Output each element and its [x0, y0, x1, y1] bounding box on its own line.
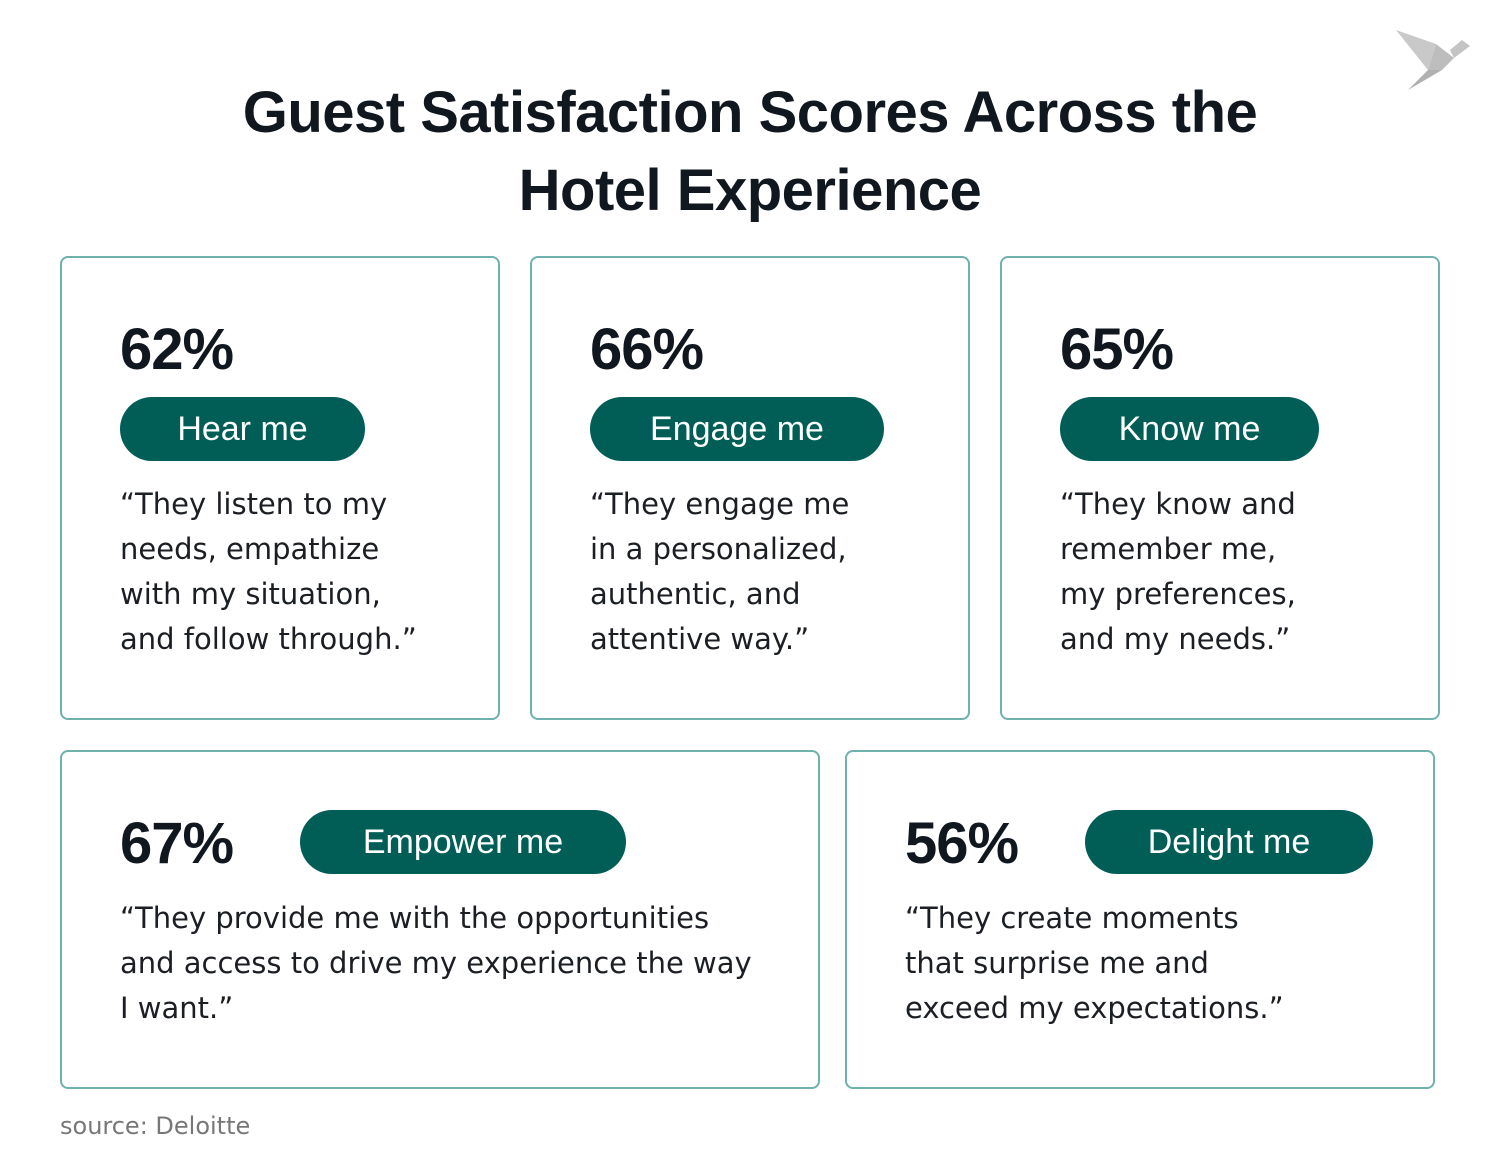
- quote-line: authentic, and: [590, 577, 801, 611]
- quote-line: with my situation,: [120, 577, 381, 611]
- score-percent: 56%: [905, 811, 1019, 876]
- quote-line: attentive way.”: [590, 622, 810, 656]
- quote-line: that surprise me and: [905, 946, 1209, 980]
- title-line-1: Guest Satisfaction Scores Across the: [242, 80, 1258, 145]
- score-card-delight-me: 56% Delight me “They create moments that…: [845, 750, 1435, 1089]
- category-badge: Empower me: [300, 810, 626, 874]
- score-card-hear-me: 62% Hear me “They listen to my needs, em…: [60, 256, 500, 720]
- quote-line: remember me,: [1060, 532, 1277, 566]
- quote-line: my preferences,: [1060, 577, 1296, 611]
- quote-line: and follow through.”: [120, 622, 417, 656]
- score-percent: 67%: [120, 811, 234, 876]
- quote-line: “They engage me: [590, 487, 850, 521]
- score-card-engage-me: 66% Engage me “They engage me in a perso…: [530, 256, 970, 720]
- quote-line: exceed my expectations.”: [905, 991, 1284, 1025]
- quote-line: “They create moments: [905, 901, 1239, 935]
- quote-line: “They provide me with the opportunities: [120, 901, 710, 935]
- page-title: Guest Satisfaction Scores Across the Hot…: [0, 74, 1500, 230]
- quote-line: and my needs.”: [1060, 622, 1291, 656]
- origami-bird-icon: [1396, 30, 1470, 90]
- score-percent: 65%: [1060, 317, 1174, 382]
- quote-line: “They listen to my: [120, 487, 388, 521]
- score-card-empower-me: 67% Empower me “They provide me with the…: [60, 750, 820, 1089]
- quote-line: and access to drive my experience the wa…: [120, 946, 752, 980]
- category-badge: Delight me: [1085, 810, 1373, 874]
- score-card-know-me: 65% Know me “They know and remember me, …: [1000, 256, 1440, 720]
- quote-line: I want.”: [120, 991, 234, 1025]
- quote: “They know and remember me, my preferenc…: [1060, 482, 1296, 662]
- category-badge: Hear me: [120, 397, 365, 461]
- quote-line: “They know and: [1060, 487, 1296, 521]
- score-percent: 62%: [120, 317, 234, 382]
- title-line-2: Hotel Experience: [518, 158, 982, 223]
- score-percent: 66%: [590, 317, 704, 382]
- quote-line: needs, empathize: [120, 532, 380, 566]
- quote: “They engage me in a personalized, authe…: [590, 482, 849, 662]
- source-note: source: Deloitte: [60, 1112, 251, 1140]
- category-badge: Know me: [1060, 397, 1319, 461]
- quote: “They provide me with the opportunities …: [120, 896, 752, 1031]
- quote-line: in a personalized,: [590, 532, 847, 566]
- quote: “They create moments that surprise me an…: [905, 896, 1284, 1031]
- category-badge: Engage me: [590, 397, 884, 461]
- quote: “They listen to my needs, empathize with…: [120, 482, 417, 662]
